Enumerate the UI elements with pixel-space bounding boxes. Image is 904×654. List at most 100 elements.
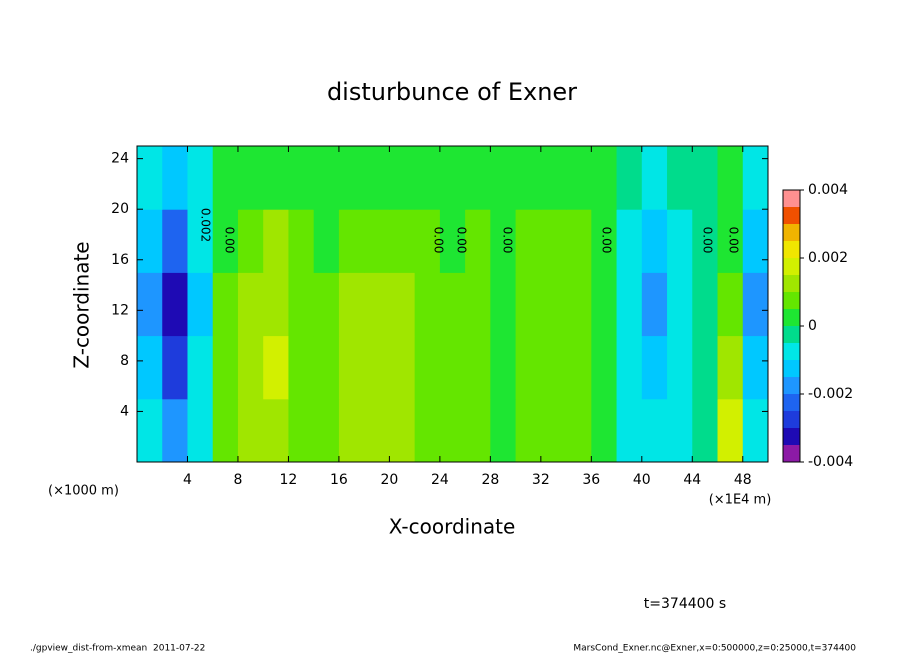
field-cell bbox=[641, 398, 668, 463]
colorbar-band bbox=[783, 224, 800, 241]
field-cell bbox=[313, 335, 340, 400]
contour-label: 0.00 bbox=[223, 227, 237, 254]
field-cell bbox=[313, 398, 340, 463]
field-cell bbox=[414, 335, 441, 400]
contour-label: 0.00 bbox=[727, 227, 741, 254]
field-cell bbox=[389, 398, 416, 463]
contour-label: 0.00 bbox=[701, 227, 715, 254]
field-cell bbox=[263, 272, 289, 337]
field-cell bbox=[591, 146, 618, 210]
field-cell bbox=[162, 335, 188, 400]
y-tick-label: 16 bbox=[111, 252, 129, 268]
field-cell bbox=[288, 146, 315, 210]
field-cell bbox=[439, 146, 466, 210]
x-tick-label: 44 bbox=[683, 472, 701, 488]
field-cell bbox=[162, 146, 188, 210]
field-cell bbox=[263, 209, 289, 273]
colorbar-band bbox=[783, 241, 800, 258]
field-cell bbox=[692, 398, 719, 463]
colorbar-band bbox=[783, 309, 800, 326]
field-cell bbox=[641, 146, 668, 210]
field-cell bbox=[540, 272, 567, 337]
time-label: t=374400 s bbox=[644, 596, 726, 612]
x-tick-label: 36 bbox=[582, 472, 600, 488]
field-cell bbox=[162, 272, 188, 337]
field-cell bbox=[263, 398, 289, 463]
field-cell bbox=[742, 272, 769, 337]
field-cell bbox=[364, 146, 390, 210]
colorbar-tick-label: 0.002 bbox=[808, 250, 848, 266]
field-cell bbox=[288, 335, 315, 400]
field-cell bbox=[490, 146, 517, 210]
field-cell bbox=[566, 272, 592, 337]
x-tick-label: 24 bbox=[431, 472, 449, 488]
colorbar-band bbox=[783, 207, 800, 224]
y-tick-label: 4 bbox=[120, 403, 129, 419]
field-cell bbox=[717, 335, 744, 400]
field-cell bbox=[313, 209, 340, 273]
field-cell bbox=[667, 335, 693, 400]
field-cell bbox=[313, 272, 340, 337]
field-cell bbox=[187, 209, 214, 273]
colorbar-band bbox=[783, 445, 800, 462]
field-cell bbox=[692, 209, 719, 273]
field-cell bbox=[237, 146, 264, 210]
field-cell bbox=[263, 335, 289, 400]
field-cell bbox=[465, 335, 491, 400]
field-cell bbox=[515, 335, 542, 400]
field-cell bbox=[237, 398, 264, 463]
field-cell bbox=[364, 398, 390, 463]
field-cell bbox=[540, 335, 567, 400]
x-tick-label: 16 bbox=[330, 472, 348, 488]
chart-title: disturbunce of Exner bbox=[327, 78, 577, 106]
field-cell bbox=[540, 209, 567, 273]
field-cell bbox=[515, 398, 542, 463]
x-unit-right: (×1E4 m) bbox=[709, 493, 772, 508]
colorbar-band bbox=[783, 428, 800, 445]
field-cell bbox=[490, 272, 517, 337]
field-cell bbox=[187, 335, 214, 400]
footer-left: ./gpview_dist-from-xmean 2011-07-22 bbox=[30, 644, 205, 654]
field-cell bbox=[439, 209, 466, 273]
contour-label: 0.00 bbox=[501, 227, 515, 254]
field-cell bbox=[212, 335, 239, 400]
field-cell bbox=[313, 146, 340, 210]
field-cell bbox=[338, 209, 365, 273]
field-cell bbox=[742, 398, 769, 463]
field-cell bbox=[414, 146, 441, 210]
field-cell bbox=[641, 209, 668, 273]
field-cell bbox=[515, 146, 542, 210]
x-tick-label: 32 bbox=[532, 472, 550, 488]
field-cell bbox=[465, 146, 491, 210]
colorbar-band bbox=[783, 275, 800, 292]
field-cell bbox=[490, 209, 517, 273]
colorbar-tick-label: 0.004 bbox=[808, 182, 848, 198]
field-cell bbox=[162, 209, 188, 273]
field-cell bbox=[137, 146, 163, 210]
field-cell bbox=[212, 209, 239, 273]
field-cell bbox=[187, 398, 214, 463]
field-cell bbox=[540, 398, 567, 463]
colorbar-band bbox=[783, 411, 800, 428]
field-cell bbox=[288, 272, 315, 337]
field-cell bbox=[364, 209, 390, 273]
field-cell bbox=[717, 209, 744, 273]
field-cell bbox=[616, 209, 643, 273]
y-tick-label: 12 bbox=[111, 302, 129, 318]
field-cell bbox=[490, 398, 517, 463]
contour-label: 0.002 bbox=[199, 208, 213, 242]
colorbar-band bbox=[783, 190, 800, 207]
field-cell bbox=[338, 272, 365, 337]
field-cell bbox=[616, 335, 643, 400]
field-cell bbox=[439, 398, 466, 463]
field-cell bbox=[566, 209, 592, 273]
field-cell bbox=[591, 398, 618, 463]
field-cell bbox=[667, 209, 693, 273]
field-cell bbox=[338, 146, 365, 210]
contour-label: 0.00 bbox=[455, 227, 469, 254]
field-cell bbox=[162, 398, 188, 463]
colorbar-band bbox=[783, 394, 800, 411]
footer-right: MarsCond_Exner.nc@Exner,x=0:500000,z=0:2… bbox=[573, 644, 856, 654]
x-tick-label: 20 bbox=[380, 472, 398, 488]
